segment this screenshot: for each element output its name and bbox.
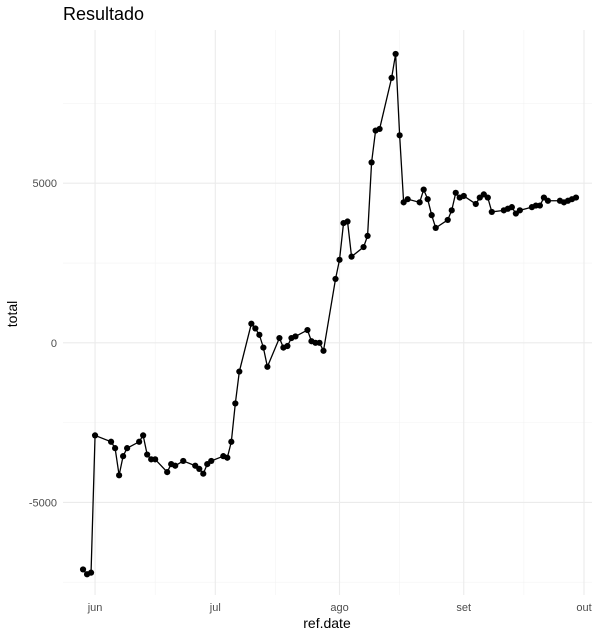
x-axis-title: ref.date — [303, 615, 351, 631]
data-point — [508, 204, 515, 211]
data-point — [284, 342, 291, 350]
data-point — [332, 275, 339, 283]
data-point — [228, 438, 235, 445]
data-point — [136, 438, 143, 445]
data-point — [428, 212, 435, 219]
data-point — [348, 253, 355, 260]
data-point — [364, 232, 371, 239]
data-point — [152, 456, 159, 463]
data-point — [396, 132, 403, 139]
data-point — [116, 472, 123, 479]
data-point — [236, 368, 243, 375]
data-point — [232, 400, 239, 407]
data-point — [144, 451, 151, 458]
data-point — [260, 344, 267, 351]
x-tick-label: jun — [87, 602, 103, 614]
data-point — [420, 186, 427, 193]
data-point — [572, 194, 580, 201]
data-point — [87, 569, 95, 576]
data-point — [460, 192, 467, 200]
data-point — [164, 469, 171, 476]
data-point — [248, 320, 255, 327]
data-point — [172, 462, 179, 469]
series-line — [82, 53, 577, 576]
chart-title: Resultado — [63, 4, 144, 24]
y-tick-label: 5000 — [33, 178, 57, 190]
data-point — [180, 457, 187, 465]
data-point — [388, 74, 395, 81]
data-point — [360, 243, 367, 251]
data-point — [336, 256, 343, 263]
data-point — [224, 454, 231, 461]
data-point — [124, 445, 131, 452]
data-point — [488, 208, 495, 216]
data-point — [304, 326, 311, 334]
x-axis-ticks: jun jul ago set out — [87, 602, 592, 614]
data-point — [256, 331, 263, 338]
data-point — [344, 218, 351, 225]
x-tick-label: set — [456, 602, 471, 614]
data-point — [444, 216, 451, 224]
data-point — [516, 207, 523, 214]
data-point — [276, 334, 283, 342]
data-point — [107, 438, 115, 445]
x-tick-label: jul — [209, 602, 221, 614]
data-point — [484, 194, 491, 201]
x-tick-label: out — [576, 602, 591, 614]
y-axis-ticks: -5000 0 5000 — [29, 178, 57, 509]
data-point — [404, 196, 411, 203]
data-point — [432, 224, 439, 232]
data-point — [91, 432, 99, 439]
data-point — [416, 199, 423, 206]
y-tick-label: -5000 — [29, 497, 57, 509]
data-point — [320, 347, 327, 354]
data-point — [112, 445, 119, 452]
data-point — [196, 465, 203, 473]
data-point — [120, 453, 127, 460]
x-tick-label: ago — [330, 602, 348, 614]
data-point — [448, 207, 455, 214]
major-gridlines — [63, 30, 592, 595]
data-point — [424, 196, 431, 203]
data-point — [316, 339, 323, 346]
y-tick-label: 0 — [51, 338, 57, 350]
data-points — [79, 50, 580, 578]
data-point — [376, 125, 383, 133]
data-point — [200, 470, 207, 477]
data-point — [292, 333, 299, 340]
data-point — [452, 189, 459, 196]
data-point — [140, 432, 147, 439]
y-axis-title: total — [4, 301, 20, 327]
data-point — [544, 197, 552, 204]
data-point — [208, 457, 215, 465]
data-point — [472, 200, 479, 208]
data-point — [79, 566, 87, 573]
data-point — [368, 159, 375, 166]
data-point — [252, 325, 259, 332]
data-point — [392, 50, 399, 58]
data-point — [264, 363, 271, 370]
data-point — [536, 202, 544, 209]
